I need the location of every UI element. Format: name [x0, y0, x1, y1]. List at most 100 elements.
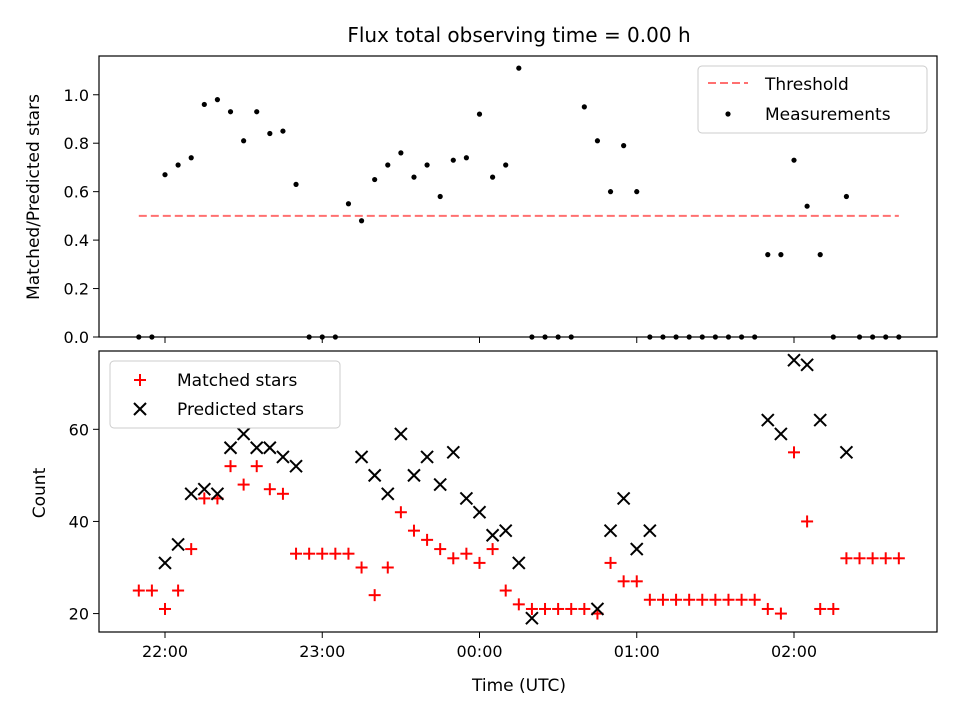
- legend-measurements-swatch: [725, 111, 731, 117]
- predicted-star-point: [787, 353, 801, 367]
- measurement-point: [883, 334, 889, 340]
- measurement-point: [673, 334, 679, 340]
- matched-star-point: [827, 602, 840, 615]
- top-y-axis-label: Matched/Predicted stars: [24, 94, 44, 300]
- measurement-point: [293, 181, 299, 187]
- predicted-star-point: [289, 459, 303, 473]
- measurement-point: [280, 128, 286, 134]
- matched-star-point: [198, 492, 211, 505]
- matched-star-point: [159, 602, 171, 615]
- top-y-tick-label: 0.6: [64, 183, 89, 202]
- measurement-point: [188, 155, 194, 161]
- predicted-star-point: [643, 523, 657, 538]
- matched-star-point: [748, 593, 761, 606]
- x-tick-label: 02:00: [771, 642, 817, 661]
- measurement-point: [634, 189, 640, 195]
- matched-star-point: [407, 524, 420, 537]
- top-panel: Flux total observing time = 0.00 h Match…: [24, 23, 938, 347]
- predicted-star-point: [590, 602, 605, 616]
- predicted-star-point: [499, 523, 513, 538]
- matched-star-point: [525, 602, 538, 615]
- predicted-star-point: [459, 491, 474, 506]
- predicted-star-point: [420, 450, 434, 464]
- matched-star-point: [132, 584, 145, 597]
- top-y-ticks: 0.0 0.2 0.4 0.6 0.8 1.0: [64, 86, 99, 347]
- legend-threshold-label: Threshold: [764, 75, 849, 95]
- matched-star-point: [250, 460, 263, 473]
- legend-predicted-swatch: [133, 402, 147, 416]
- predicted-star-point: [603, 523, 618, 538]
- predicted-star-point: [197, 482, 212, 496]
- matched-star-point: [499, 584, 512, 597]
- matched-star-point: [145, 584, 158, 597]
- matched-star-point: [394, 506, 407, 519]
- measurement-point: [738, 334, 745, 340]
- matched-star-point: [290, 547, 303, 560]
- bottom-panel: Count Time (UTC) 20 40 60 22:00 23:00 00:00 0…: [30, 350, 938, 696]
- measurement-point: [856, 334, 863, 340]
- top-y-tick-label: 1.0: [64, 86, 89, 105]
- measurement-point: [765, 252, 771, 258]
- x-tick-label: 00:00: [456, 642, 502, 661]
- predicted-star-point: [184, 487, 198, 501]
- top-y-tick-label: 0.0: [64, 328, 89, 347]
- matched-star-point: [696, 593, 709, 606]
- measurement-point: [385, 162, 391, 168]
- matched-star-point: [486, 543, 499, 556]
- measurement-point: [712, 334, 718, 340]
- matched-star-point: [866, 552, 879, 565]
- bottom-y-ticks: 20 40 60: [69, 420, 99, 624]
- measurement-point: [372, 176, 378, 183]
- predicted-star-point: [250, 441, 264, 455]
- measurement-point: [503, 162, 509, 168]
- predicted-star-point: [616, 491, 631, 506]
- measurement-point: [896, 334, 902, 340]
- predicted-star-point: [839, 445, 854, 460]
- measurement-point: [214, 97, 221, 103]
- measurement-point: [516, 65, 522, 71]
- matched-star-point: [368, 589, 381, 602]
- measurement-point: [267, 130, 273, 137]
- matched-star-point: [656, 593, 669, 606]
- measurement-point: [725, 334, 732, 340]
- matched-star-point: [853, 552, 866, 565]
- measurement-point: [149, 334, 155, 340]
- chart-title: Flux total observing time = 0.00 h: [347, 23, 690, 47]
- legend-measurements-label: Measurements: [765, 105, 891, 125]
- matched-star-point: [473, 556, 486, 569]
- matched-star-point: [316, 547, 329, 560]
- measurement-point: [437, 193, 443, 200]
- x-tick-label: 01:00: [614, 642, 660, 661]
- predicted-star-point: [761, 413, 775, 427]
- matched-star-point: [434, 543, 447, 556]
- measurement-point: [411, 174, 417, 180]
- matched-star-point: [539, 602, 552, 615]
- measurement-point: [162, 172, 168, 178]
- measurement-point: [568, 334, 574, 340]
- predicted-star-point: [485, 528, 500, 542]
- predicted-star-point: [263, 441, 277, 455]
- matched-star-point: [604, 556, 617, 569]
- measurement-point: [870, 334, 876, 340]
- matched-star-point: [709, 593, 722, 606]
- bottom-legend-frame: [109, 360, 341, 429]
- top-y-tick-label: 0.2: [64, 280, 89, 299]
- measurement-point: [542, 334, 548, 340]
- matched-star-point: [460, 547, 473, 560]
- matched-star-point: [303, 547, 316, 560]
- measurement-point: [424, 162, 430, 168]
- legend-matched-label: Matched stars: [177, 371, 297, 391]
- top-data-marks: [136, 65, 902, 340]
- measurement-point: [647, 334, 653, 340]
- matched-star-point: [814, 602, 827, 615]
- matched-star-point: [761, 602, 774, 615]
- measurement-point: [529, 334, 535, 340]
- measurement-point: [778, 252, 784, 258]
- measurement-point: [804, 203, 810, 209]
- x-tick-label: 23:00: [299, 642, 345, 661]
- predicted-star-point: [774, 427, 788, 441]
- x-axis-label: Time (UTC): [471, 676, 566, 696]
- bottom-y-tick-label: 60: [69, 420, 89, 439]
- measurement-point: [463, 155, 469, 161]
- predicted-star-point: [525, 611, 539, 625]
